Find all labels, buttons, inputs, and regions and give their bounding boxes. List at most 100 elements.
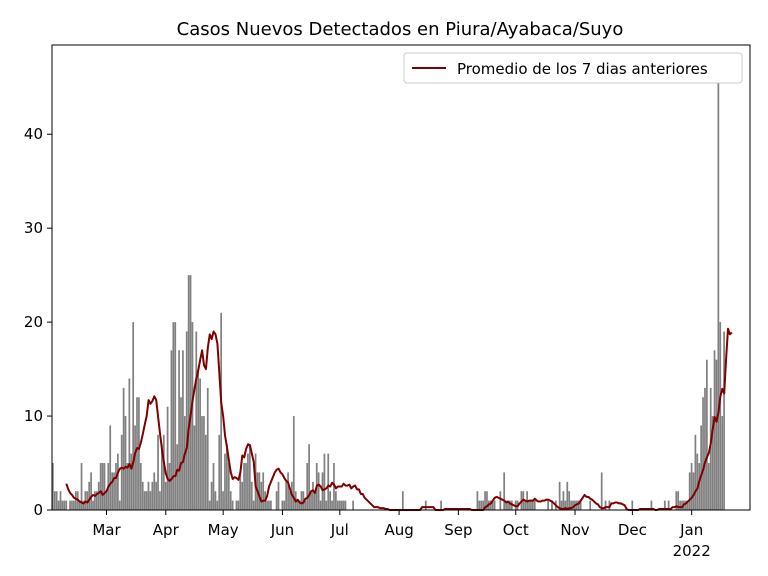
bar xyxy=(600,472,603,510)
bar xyxy=(113,472,115,510)
bar xyxy=(159,491,161,510)
bar xyxy=(201,416,203,510)
bar xyxy=(702,397,704,510)
bar xyxy=(560,500,563,510)
bar xyxy=(491,500,494,510)
bar xyxy=(258,472,261,510)
bar xyxy=(715,359,718,510)
bar xyxy=(63,500,66,510)
bar xyxy=(195,331,198,510)
bar xyxy=(132,322,135,510)
y-tick-label: 40 xyxy=(24,125,43,143)
bar xyxy=(218,434,221,510)
bar xyxy=(696,453,699,510)
bar xyxy=(319,500,322,510)
bar xyxy=(476,491,479,510)
bar xyxy=(352,500,354,510)
chart-title: Casos Nuevos Detectados en Piura/Ayabaca… xyxy=(177,19,624,40)
bar xyxy=(210,481,213,510)
bar xyxy=(690,463,693,510)
x-tick-label: Apr xyxy=(153,521,180,539)
bar xyxy=(193,425,196,510)
bar xyxy=(260,481,263,510)
bar xyxy=(675,491,678,510)
bar xyxy=(197,369,200,510)
bar xyxy=(94,491,96,510)
bar xyxy=(424,500,427,510)
bar xyxy=(214,491,217,510)
bar xyxy=(533,500,536,510)
plot-frame xyxy=(51,44,751,511)
bar xyxy=(178,350,180,510)
bar xyxy=(478,500,481,510)
bar xyxy=(252,500,255,510)
bar-series xyxy=(52,68,725,510)
bar xyxy=(191,322,194,510)
bar xyxy=(531,500,534,510)
bar xyxy=(489,500,492,510)
legend: Promedio de los 7 dias anteriores xyxy=(403,52,743,84)
bar xyxy=(189,275,192,510)
bar xyxy=(323,453,326,510)
bar xyxy=(92,500,94,510)
bar xyxy=(143,491,146,510)
x-tick-label: 2022 xyxy=(673,542,711,560)
bar xyxy=(528,500,530,510)
bar xyxy=(117,453,119,510)
bar xyxy=(231,500,234,510)
bar xyxy=(157,434,159,510)
bar xyxy=(711,416,714,510)
bar xyxy=(86,491,89,510)
bar xyxy=(224,453,226,510)
bar xyxy=(168,463,171,510)
bar xyxy=(206,387,209,510)
bar xyxy=(313,491,316,510)
bar xyxy=(564,500,567,510)
bar xyxy=(547,500,550,510)
bar xyxy=(688,472,691,510)
bar xyxy=(71,500,73,510)
bar xyxy=(482,500,484,510)
bar xyxy=(212,463,215,510)
bar xyxy=(650,500,653,510)
bar xyxy=(103,463,106,510)
bar xyxy=(331,500,333,510)
bar xyxy=(686,500,689,510)
bar xyxy=(681,500,683,510)
bar xyxy=(667,500,670,510)
y-tick-label: 20 xyxy=(24,313,43,331)
bar xyxy=(222,491,224,510)
bar xyxy=(480,500,483,510)
bar xyxy=(183,416,186,510)
bar xyxy=(101,463,104,510)
bar xyxy=(631,500,634,510)
bar xyxy=(247,453,249,510)
bar xyxy=(220,312,222,510)
bar xyxy=(237,500,240,510)
bar xyxy=(484,491,486,510)
x-tick-label: Jan xyxy=(679,521,703,539)
bar xyxy=(499,491,502,510)
bar xyxy=(530,500,532,510)
bar xyxy=(139,463,142,510)
bar xyxy=(707,463,710,510)
bar xyxy=(180,397,182,510)
bar xyxy=(698,463,701,510)
bar xyxy=(141,481,144,510)
bar xyxy=(509,500,511,510)
bar xyxy=(105,491,108,510)
bar xyxy=(128,378,131,510)
bar xyxy=(440,500,442,510)
bar xyxy=(289,491,291,510)
bar xyxy=(572,500,574,510)
bar xyxy=(283,500,286,510)
bar xyxy=(78,500,81,510)
bar xyxy=(59,491,62,510)
bar xyxy=(216,500,219,510)
bar xyxy=(317,472,320,510)
bar xyxy=(124,416,127,510)
bar xyxy=(226,444,228,510)
bar xyxy=(147,481,150,510)
bar xyxy=(65,500,68,510)
bar xyxy=(505,500,507,510)
